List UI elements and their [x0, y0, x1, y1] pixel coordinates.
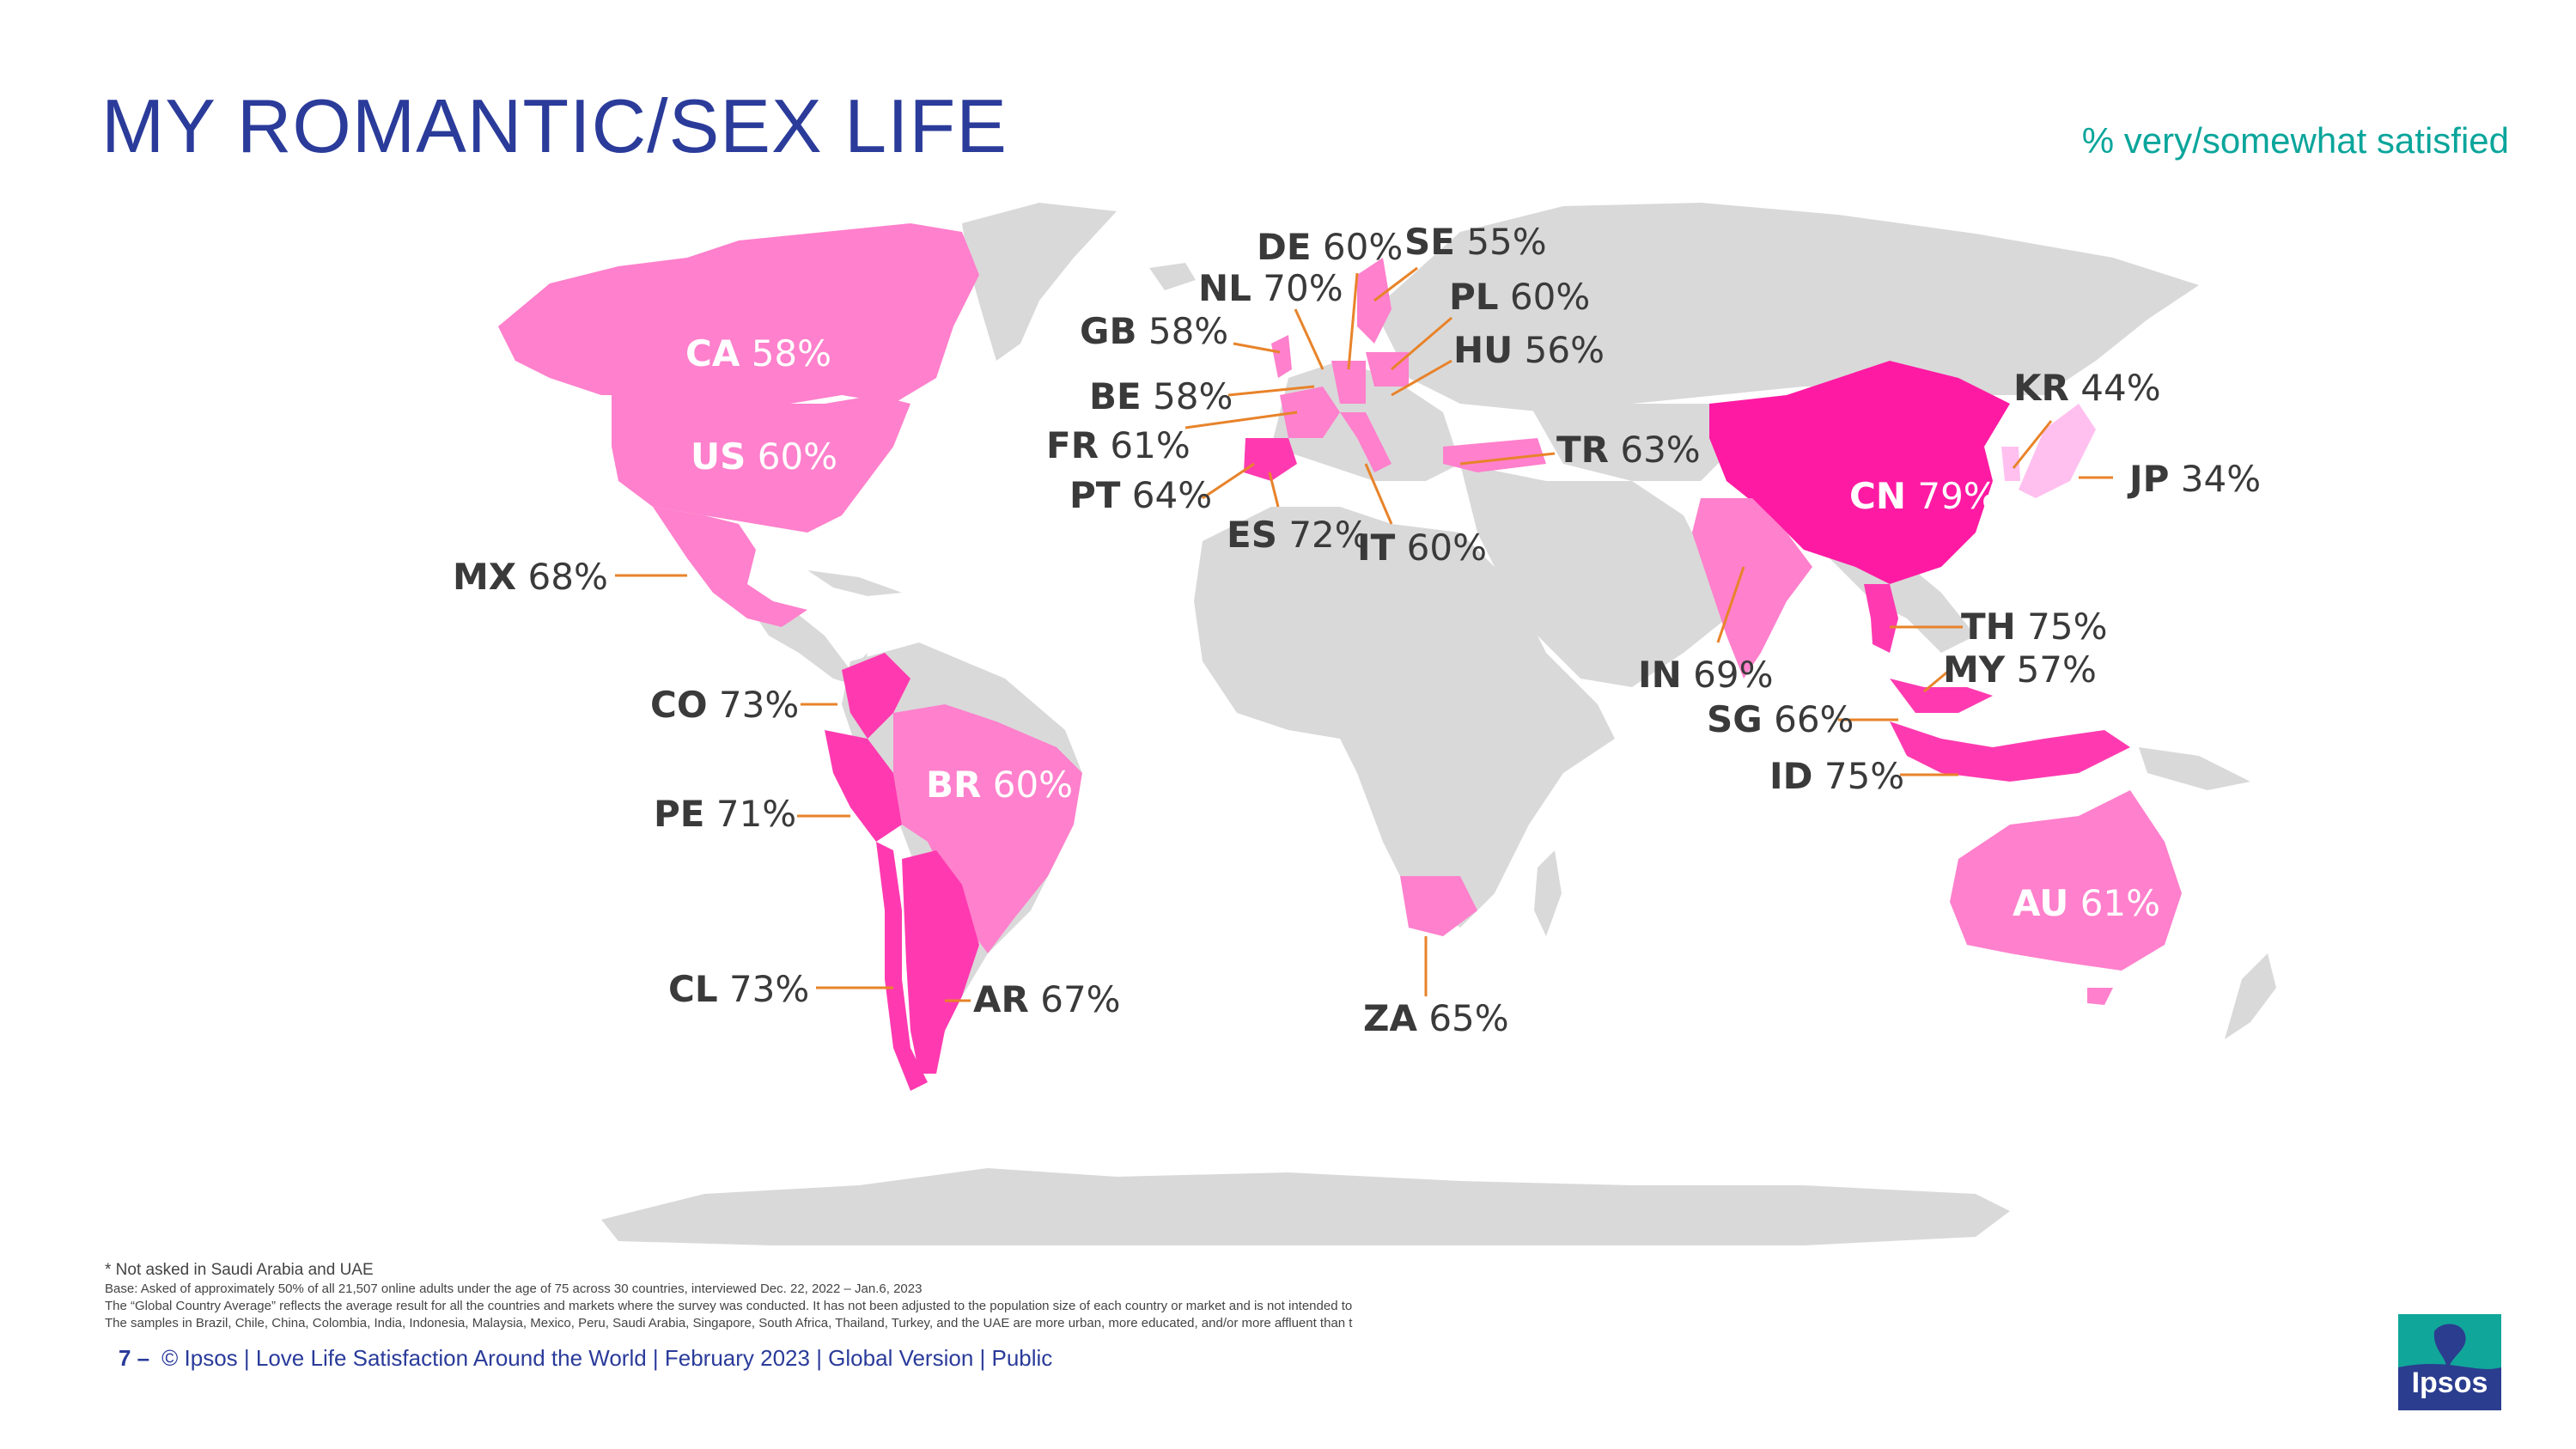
label-hu: HU 56%	[1453, 329, 1605, 371]
country-shape-tas	[2087, 988, 2113, 1005]
label-se: SE 55%	[1404, 221, 1547, 263]
iceland-shape	[1149, 263, 1196, 290]
country-shape-jp	[2019, 404, 2096, 498]
country-shape-co	[842, 653, 910, 739]
label-th: TH 75%	[1961, 606, 2108, 648]
label-cl: CL 73%	[668, 968, 809, 1010]
country-shape-id	[1890, 721, 2130, 782]
greenland-shape	[962, 203, 1117, 361]
label-mx: MX 68%	[453, 556, 608, 598]
leader-pl	[1391, 316, 1452, 371]
leader-nl	[1294, 308, 1325, 370]
surveyed-countries-layer	[498, 223, 2182, 1091]
label-br: BR 60%	[926, 764, 1073, 806]
page-title: MY ROMANTIC/SEX LIFE	[101, 83, 1008, 168]
country-shape-fr	[1280, 387, 1340, 438]
page-number: 7 –	[119, 1345, 150, 1371]
footer-text: © Ipsos | Love Life Satisfaction Around …	[161, 1345, 1053, 1371]
label-nl: NL 70%	[1198, 267, 1343, 309]
country-shape-in	[1692, 498, 1812, 679]
country-shape-it	[1340, 412, 1392, 472]
madagascar-shape	[1534, 850, 1562, 936]
nz-shape	[2225, 953, 2276, 1039]
label-za: ZA 65%	[1363, 997, 1509, 1039]
country-shape-th	[1864, 584, 1898, 653]
country-shape-es	[1244, 438, 1297, 481]
label-be: BE 58%	[1089, 375, 1233, 417]
label-pe: PE 71%	[654, 793, 796, 835]
country-shape-cn	[1709, 361, 2010, 584]
leader-my	[1923, 668, 1951, 693]
label-in: IN 69%	[1638, 654, 1774, 696]
leader-be	[1227, 385, 1315, 397]
country-shape-ar	[902, 850, 979, 1074]
label-co: CO 73%	[650, 684, 799, 726]
logo-graphic	[2398, 1314, 2501, 1410]
label-sg: SG 66%	[1707, 698, 1854, 740]
label-cn: CN 79%	[1849, 475, 1998, 517]
leader-gb	[1233, 342, 1281, 354]
leader-in	[1716, 566, 1745, 643]
leader-fr	[1184, 411, 1298, 429]
papua-shape	[2139, 747, 2250, 790]
country-shape-kr	[2001, 447, 2020, 481]
country-shape-au	[1950, 790, 2182, 971]
country-labels: CA 58% US 60% MX 68% CO 73% PE 71% BR 60…	[453, 221, 2261, 1039]
russia-shape	[1374, 203, 2199, 412]
label-us: US 60%	[691, 435, 837, 478]
country-shape-my	[1890, 679, 1993, 713]
note-gca: The “Global Country Average” reflects th…	[105, 1299, 1353, 1313]
country-shape-cl	[876, 842, 928, 1091]
label-fr: FR 61%	[1046, 424, 1191, 466]
central-asia-shape	[1529, 404, 1735, 481]
country-shape-pe	[825, 730, 902, 842]
note-not-asked: * Not asked in Saudi Arabia and UAE	[105, 1261, 374, 1279]
country-shape-ca	[498, 223, 979, 404]
country-shape-us	[612, 395, 910, 533]
label-de: DE 60%	[1257, 226, 1403, 268]
label-ca: CA 58%	[685, 332, 831, 374]
ipsos-logo: Ipsos	[2398, 1314, 2501, 1410]
label-gb: GB 58%	[1080, 310, 1228, 352]
label-my: MY 57%	[1943, 648, 2097, 691]
leader-lines	[615, 266, 2113, 1002]
country-shape-mx	[653, 507, 807, 627]
middle-east-shape	[1460, 464, 1726, 687]
leader-se	[1373, 266, 1418, 302]
africa-shape	[1194, 507, 1615, 928]
leader-tr	[1459, 452, 1556, 466]
country-shape-gb	[1271, 335, 1292, 378]
country-shape-alaska	[498, 292, 601, 369]
label-jp: JP 34%	[2127, 458, 2261, 500]
country-shape-de	[1331, 361, 1366, 404]
country-shape-za	[1400, 876, 1477, 936]
label-tr: TR 63%	[1556, 429, 1701, 471]
leader-de	[1347, 272, 1359, 370]
leader-pt	[1202, 462, 1255, 500]
leader-it	[1364, 463, 1393, 525]
label-pt: PT 64%	[1069, 474, 1212, 516]
page-footer: 7 – © Ipsos | Love Life Satisfaction Arou…	[119, 1345, 1052, 1372]
footnotes: * Not asked in Saudi Arabia and UAE Base…	[105, 1259, 1694, 1332]
note-samples: The samples in Brazil, Chile, China, Col…	[105, 1316, 1353, 1330]
leader-kr	[2012, 420, 2053, 469]
country-shape-pl	[1366, 352, 1409, 387]
leader-es	[1268, 472, 1280, 508]
country-shape-br	[893, 704, 1082, 953]
label-pl: PL 60%	[1449, 276, 1590, 318]
leader-hu	[1391, 359, 1452, 397]
antarctica-shape	[601, 1168, 2010, 1245]
label-au: AU 61%	[2013, 882, 2160, 924]
label-it: IT 60%	[1357, 527, 1487, 569]
label-es: ES 72%	[1227, 514, 1369, 556]
logo-text: Ipsos	[2411, 1367, 2488, 1399]
label-kr: KR 44%	[2013, 367, 2161, 409]
label-id: ID 75%	[1769, 755, 1904, 797]
note-base: Base: Asked of approximately 50% of all …	[105, 1282, 923, 1296]
caribbean-shape	[807, 570, 902, 596]
label-ar: AR 67%	[973, 978, 1121, 1020]
legend-subtitle: % very/somewhat satisfied	[2081, 120, 2509, 161]
